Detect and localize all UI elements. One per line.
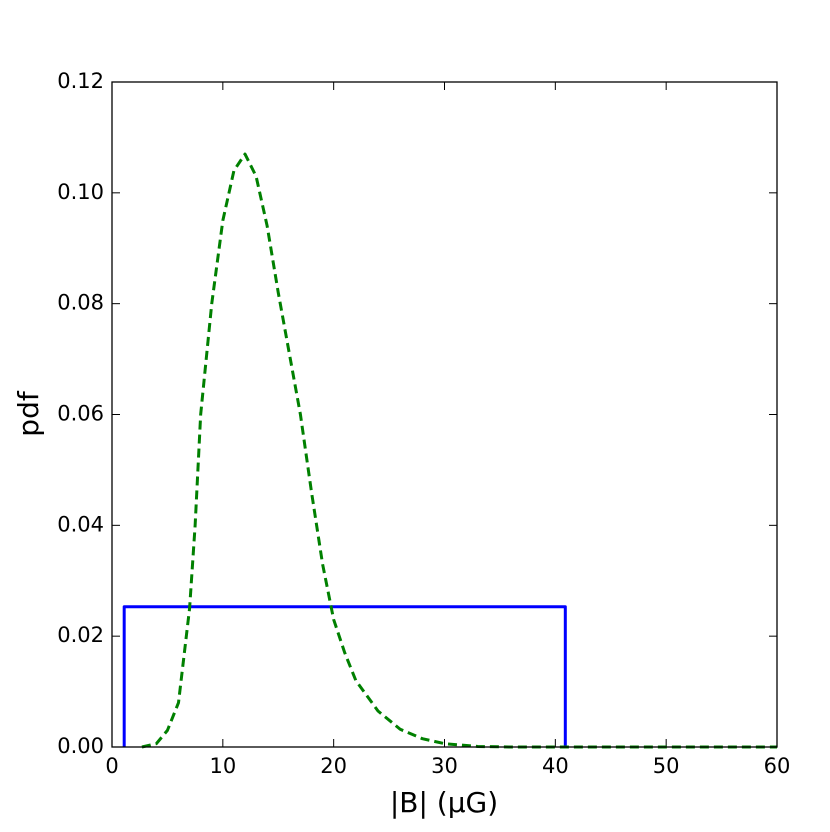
- x-tick-label: 0: [105, 754, 118, 778]
- y-tick-label: 0.00: [57, 734, 104, 758]
- x-axis-label: |B| (μG): [390, 786, 498, 819]
- x-tick-label: 30: [431, 754, 458, 778]
- line-series: [141, 152, 777, 749]
- x-tick-label: 40: [542, 754, 569, 778]
- y-tick-label: 0.10: [57, 180, 104, 204]
- y-tick-label: 0.06: [57, 402, 104, 426]
- y-tick-label: 0.02: [57, 623, 104, 647]
- y-tick-label: 0.12: [57, 69, 104, 93]
- plot-frame: [111, 81, 778, 748]
- x-tick-label: 60: [764, 754, 791, 778]
- y-tick-label: 0.04: [57, 512, 104, 536]
- x-tick-label: 50: [653, 754, 680, 778]
- x-tick-label: 10: [209, 754, 236, 778]
- y-tick-label: 0.08: [57, 291, 104, 315]
- line-series: [122, 605, 567, 747]
- y-axis-label: pdf: [12, 390, 45, 437]
- x-tick-label: 20: [320, 754, 347, 778]
